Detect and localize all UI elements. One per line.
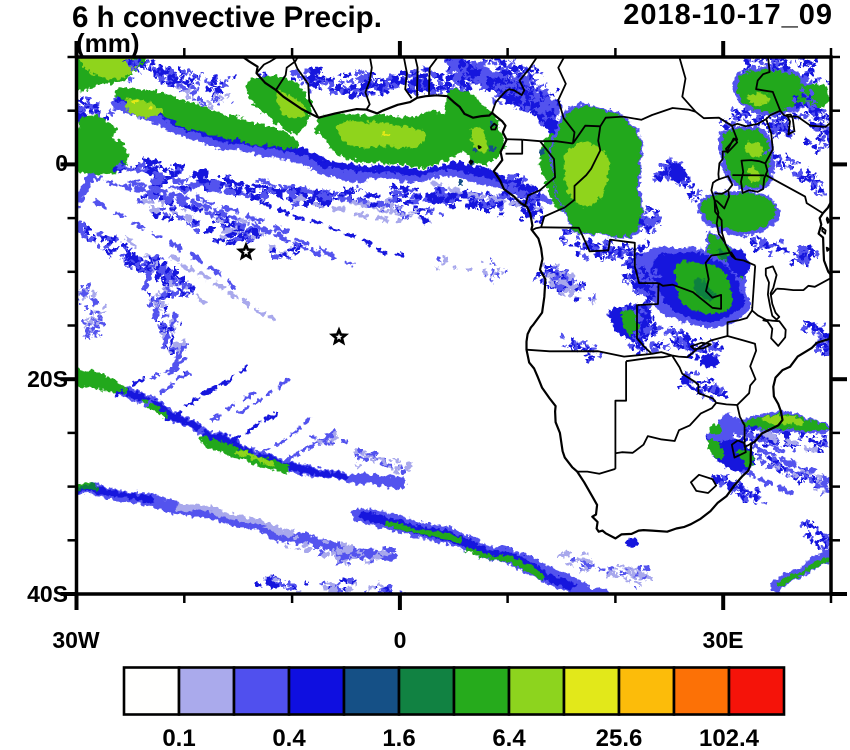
svg-text:0: 0 — [394, 627, 407, 653]
svg-text:6 h convective Precip.: 6 h convective Precip. — [72, 1, 382, 34]
svg-text:30W: 30W — [52, 627, 100, 653]
svg-text:102.4: 102.4 — [699, 725, 760, 750]
svg-text:25.6: 25.6 — [596, 725, 643, 750]
svg-text:0.4: 0.4 — [272, 725, 306, 750]
svg-text:1.6: 1.6 — [382, 725, 415, 750]
svg-text:6.4: 6.4 — [492, 725, 526, 750]
svg-text:40S: 40S — [27, 581, 68, 607]
svg-text:0: 0 — [55, 150, 68, 176]
svg-text:0.1: 0.1 — [162, 725, 195, 750]
svg-text:2018-10-17_09: 2018-10-17_09 — [623, 0, 833, 31]
svg-text:20S: 20S — [27, 366, 68, 392]
svg-text:(mm): (mm) — [76, 28, 140, 58]
svg-text:30E: 30E — [703, 627, 744, 653]
